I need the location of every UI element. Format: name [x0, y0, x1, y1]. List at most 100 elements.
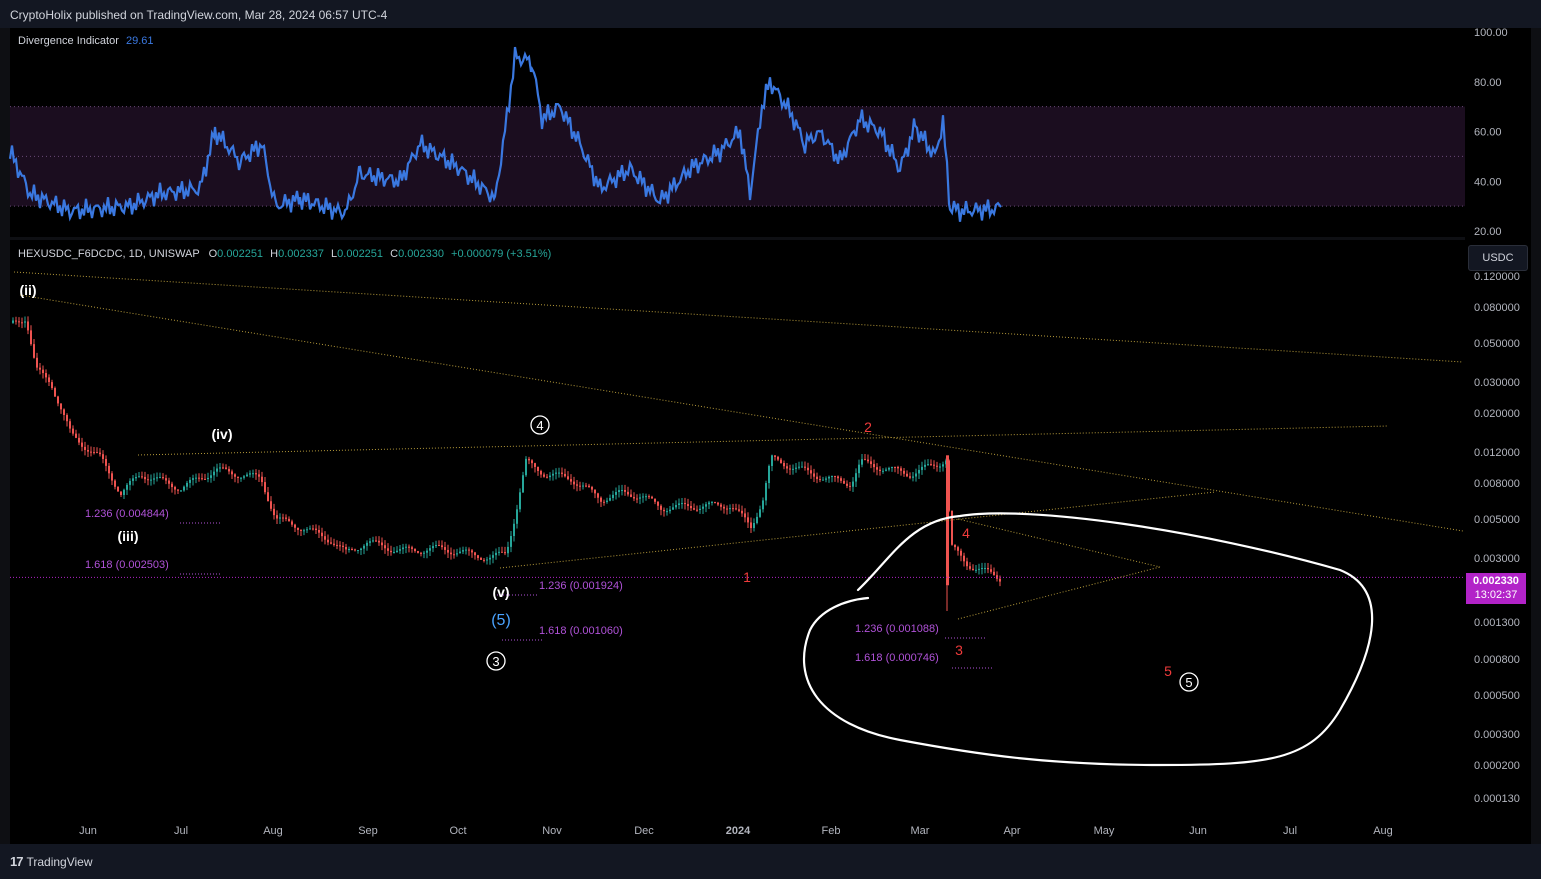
candle-body	[909, 476, 911, 478]
currency-button[interactable]: USDC	[1468, 245, 1528, 271]
time-tick: Jul	[1283, 825, 1297, 837]
time-tick: Sep	[358, 825, 378, 837]
price-tick: 0.008000	[1474, 478, 1520, 490]
candle-body	[834, 476, 836, 478]
candle-body	[150, 479, 152, 481]
candle-body	[297, 527, 299, 530]
candle-body	[507, 546, 509, 554]
candle-body	[99, 452, 101, 455]
candle-body	[501, 551, 503, 553]
candle-body	[891, 466, 893, 469]
candle-body	[897, 466, 899, 469]
candle-body	[252, 473, 254, 475]
candle-body	[936, 465, 938, 467]
last-price-badge[interactable]: 0.002330 13:02:37	[1466, 573, 1526, 604]
candle-body	[879, 469, 881, 472]
candle-body	[60, 403, 62, 410]
candle-body	[852, 481, 854, 487]
indicator-value: 29.61	[125, 35, 154, 47]
candle-body	[12, 320, 14, 323]
price-axis[interactable]	[1465, 28, 1531, 816]
candle-body	[534, 463, 536, 467]
candle-body	[615, 492, 617, 495]
candle-body	[969, 566, 971, 569]
wave-label: (ii)	[19, 282, 36, 298]
candle-body	[186, 482, 188, 487]
footer: 17 TradingView	[0, 844, 1541, 879]
candle-body	[741, 510, 743, 514]
close-value: 0.002330	[398, 248, 444, 260]
candle-body	[219, 467, 221, 469]
candle-body	[915, 473, 917, 477]
fib-level-label: 1.618 (0.000746)	[855, 652, 939, 664]
wave-label: 2	[864, 419, 872, 435]
candle-body	[717, 502, 719, 505]
candle-body	[933, 464, 935, 466]
candle-body	[162, 477, 164, 479]
candle-body	[225, 467, 227, 469]
candle-body	[702, 506, 704, 509]
candle-body	[543, 474, 545, 477]
wave-label: 1	[743, 569, 751, 585]
candle-body	[867, 459, 869, 462]
candle-body	[516, 509, 518, 524]
candle-body	[261, 476, 263, 483]
candle-body	[585, 485, 587, 487]
candle-body	[750, 522, 752, 529]
candle-body	[579, 485, 581, 487]
trend-line	[137, 425, 1389, 456]
candle-body	[414, 548, 416, 552]
indicator-tick: 60.00	[1474, 127, 1502, 139]
candle-body	[369, 541, 371, 543]
candle-body	[75, 433, 77, 438]
high-value: 0.002337	[278, 248, 324, 260]
candle-body	[720, 504, 722, 507]
price-pane[interactable]	[10, 240, 1465, 816]
candle-body	[537, 466, 539, 472]
tradingview-brand[interactable]: 17 TradingView	[10, 854, 93, 869]
candle-body	[846, 483, 848, 486]
candle-body	[372, 540, 374, 542]
candle-body	[207, 477, 209, 480]
candle-body	[405, 546, 407, 548]
time-tick: Feb	[822, 825, 841, 837]
candle-body	[789, 468, 791, 470]
fib-level-label: 1.236 (0.004844)	[85, 508, 169, 520]
candle-body	[294, 524, 296, 528]
candle-body	[336, 544, 338, 546]
candle-body	[78, 437, 80, 443]
candle-body	[549, 475, 551, 478]
candle-body	[285, 517, 287, 519]
candle-body	[231, 471, 233, 475]
price-tick: 0.005000	[1474, 514, 1520, 526]
price-tick: 0.003000	[1474, 553, 1520, 565]
candle-body	[888, 468, 890, 470]
price-tick: 0.020000	[1474, 408, 1520, 420]
candle-body	[474, 552, 476, 556]
candle-body	[465, 549, 467, 551]
candle-body	[993, 571, 995, 576]
candle-body	[627, 491, 629, 495]
candle-body	[453, 554, 455, 556]
candle-body	[390, 550, 392, 553]
candle-body	[654, 498, 656, 502]
candle-body	[513, 523, 515, 537]
time-axis[interactable]	[10, 816, 1531, 844]
candle-body	[468, 549, 470, 551]
candle-body	[342, 545, 344, 547]
candle-body	[726, 508, 728, 510]
low-value: 0.002251	[337, 248, 384, 260]
candle-body	[837, 476, 839, 479]
candle-body	[375, 540, 377, 542]
price-tick: 0.000300	[1474, 729, 1520, 741]
candle-body	[450, 552, 452, 555]
tradingview-logo-icon: 17	[10, 854, 24, 869]
symbol-name: HEXUSDC_F6DCDC, 1D, UNISWAP	[18, 248, 200, 260]
candle-body	[696, 509, 698, 511]
brand-name: TradingView	[26, 854, 93, 869]
candle-body	[903, 470, 905, 474]
candle-body	[963, 555, 965, 562]
candle-body	[774, 455, 776, 457]
candle-body	[918, 469, 920, 474]
wave-label: (5)	[491, 612, 511, 629]
